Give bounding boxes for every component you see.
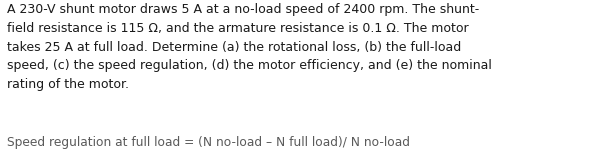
Text: takes 25 A at full load. Determine (a) the rotational loss, (b) the full-load: takes 25 A at full load. Determine (a) t… [7, 40, 462, 53]
Text: rating of the motor.: rating of the motor. [7, 78, 129, 91]
Text: field resistance is 115 Ω, and the armature resistance is 0.1 Ω. The motor: field resistance is 115 Ω, and the armat… [7, 22, 469, 35]
Text: speed, (c) the speed regulation, (d) the motor efficiency, and (e) the nominal: speed, (c) the speed regulation, (d) the… [7, 59, 492, 72]
Text: Speed regulation at full load = (N no-load – N full load)/ N no-load: Speed regulation at full load = (N no-lo… [7, 136, 410, 149]
Text: A 230-V shunt motor draws 5 A at a no-load speed of 2400 rpm. The shunt-: A 230-V shunt motor draws 5 A at a no-lo… [7, 3, 479, 16]
